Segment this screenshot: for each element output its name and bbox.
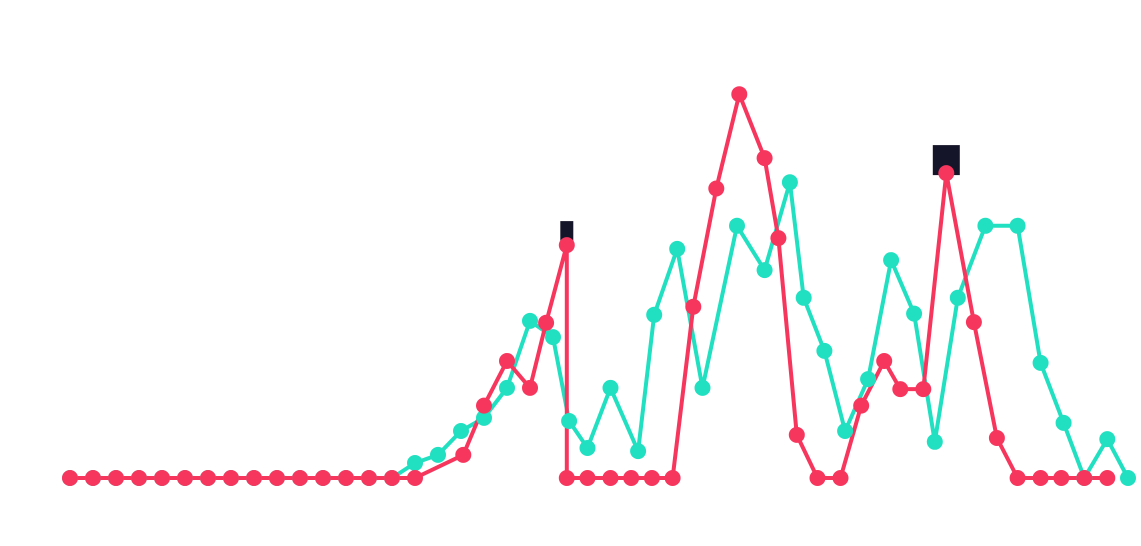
series-2-point [770, 230, 787, 247]
series-2-point [664, 470, 681, 486]
series-1-point [926, 433, 943, 450]
series-2-point [623, 470, 640, 486]
series-1-point [729, 217, 745, 234]
series-2-point [200, 470, 216, 486]
series-2-point [223, 470, 239, 486]
series-1-point [883, 252, 900, 269]
series-2-point [62, 470, 78, 486]
series-2-point [315, 470, 331, 486]
series-1-line [68, 180, 1130, 480]
series-2-point [338, 470, 354, 486]
series-2-point [407, 470, 423, 486]
series-1-point [949, 289, 966, 306]
series-2-point [177, 470, 193, 486]
series-2-point [1053, 470, 1070, 486]
series-points [62, 86, 1136, 486]
series-1-point [906, 305, 923, 322]
series-2-point [915, 381, 932, 398]
series-2-point [756, 150, 773, 167]
series-1-point [499, 379, 515, 396]
series-1-point [646, 306, 663, 323]
series-2-point [476, 397, 492, 414]
series-2-point [965, 314, 982, 331]
series-2-point [876, 353, 893, 369]
series-2-point [988, 430, 1005, 446]
series-2-point [1076, 470, 1093, 486]
series-2-point [788, 426, 805, 443]
series-2-point [292, 470, 308, 486]
series-1-point [545, 329, 561, 346]
series-1-point [1120, 470, 1136, 486]
series-1-point [781, 174, 798, 191]
series-1-point [977, 217, 994, 234]
series-1-point [602, 379, 619, 396]
series-1-point [522, 312, 538, 329]
series-2-point [558, 470, 575, 486]
series-1-point [816, 342, 833, 359]
series-1-point [453, 423, 469, 439]
series-2-point [853, 397, 870, 414]
series-2-point [1032, 470, 1049, 486]
series-2-point [455, 446, 472, 463]
series-1-point [669, 240, 686, 257]
series-2-point [579, 470, 596, 486]
series-2-point [361, 470, 377, 486]
series-2-point [1099, 470, 1116, 486]
series-1-point [1009, 217, 1026, 234]
series-2-point [938, 165, 955, 182]
series-1-point [579, 440, 596, 456]
series-2-point [558, 237, 575, 254]
series-2-point [708, 180, 725, 197]
series-2-point [522, 379, 538, 396]
series-1-point [795, 289, 812, 306]
series-2-point [809, 470, 826, 486]
series-2-point [85, 470, 101, 486]
series-1-point [407, 455, 423, 471]
series-2-point [154, 470, 170, 486]
series-2-point [1009, 470, 1026, 486]
series-2-point [832, 470, 849, 486]
series-2-point [602, 470, 619, 486]
series-1-point [476, 409, 492, 426]
series-1-point [756, 262, 773, 279]
series-2-point [269, 470, 285, 486]
series-1-point [630, 443, 647, 460]
series-1-point [1099, 431, 1116, 448]
series-1-point [1032, 354, 1049, 371]
series-lines [68, 92, 1130, 480]
series-2-point [384, 470, 400, 486]
series-2-point [246, 470, 262, 486]
series-1-point [561, 413, 578, 429]
series-2-point [499, 353, 515, 369]
series-1-point [694, 379, 711, 396]
series-1-point [837, 423, 854, 439]
series-2-point [538, 314, 555, 331]
series-2-point [731, 86, 748, 103]
series-1-point [430, 446, 446, 463]
series-2-point [643, 470, 660, 486]
series-2-point [131, 470, 147, 486]
series-1-point [860, 371, 877, 388]
series-1-point [1055, 414, 1072, 431]
series-2-point [892, 381, 909, 398]
series-2-point [685, 298, 702, 315]
series-2-point [108, 470, 124, 486]
